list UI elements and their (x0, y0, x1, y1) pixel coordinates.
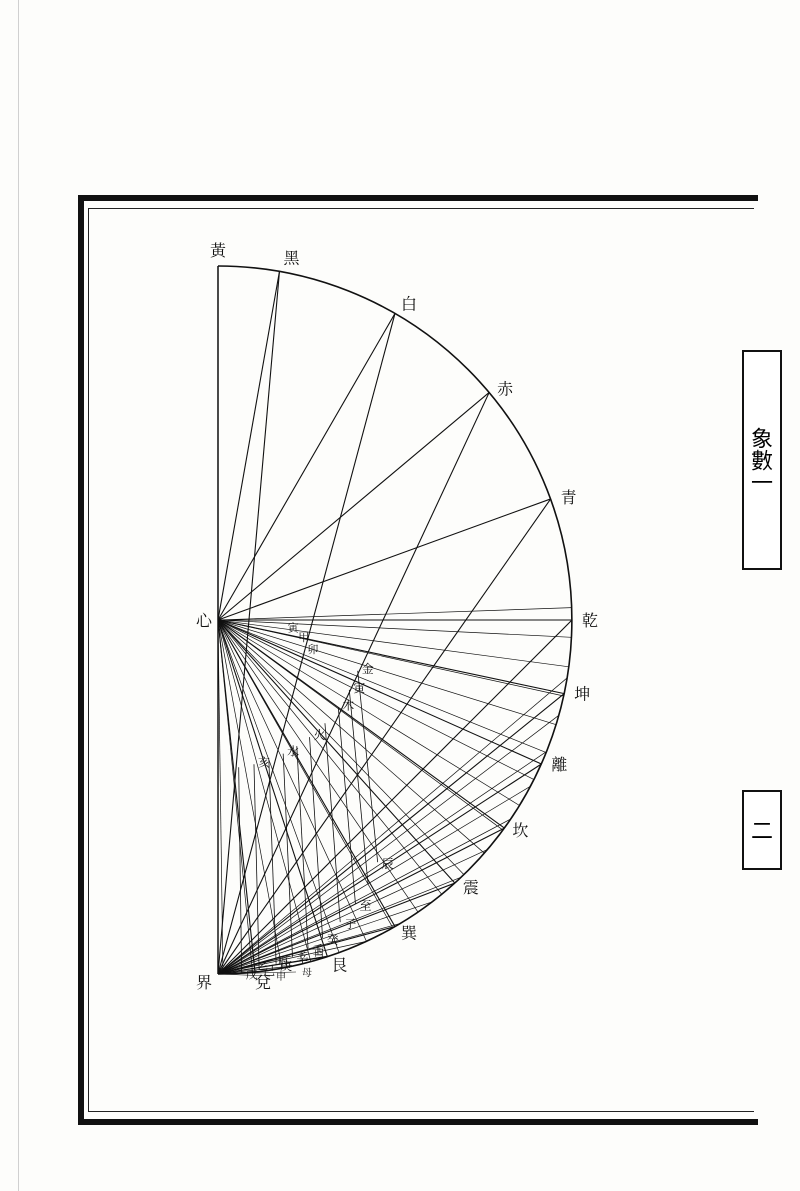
diagram-label: 母 (302, 964, 312, 979)
diagram-label: 火 (314, 726, 326, 743)
diagram-label: 離 (551, 752, 567, 775)
document-page: 象數一二 黃黑白赤青乾坤離坎震巽艮兌心界寅甲卯金辰寅木至子火癸壬水辛庚亥己戊乙丙… (0, 0, 800, 1191)
diagram-label: 寅 (353, 679, 366, 696)
diagram-label: 金 (362, 660, 374, 677)
geometric-diagram: 黃黑白赤青乾坤離坎震巽艮兌心界寅甲卯金辰寅木至子火癸壬水辛庚亥己戊乙丙丁酉申母 (88, 208, 754, 1112)
diagram-label: 巽 (401, 921, 418, 944)
diagram-label: 黃 (210, 238, 227, 261)
diagram-label: 酉 (314, 944, 324, 959)
diagram-label: 水 (287, 743, 299, 760)
left-margin-rule (18, 0, 19, 1191)
diagram-label: 木 (342, 696, 354, 713)
diagram-label: 青 (561, 485, 577, 508)
diagram-label: 至 (359, 897, 371, 914)
diagram-label: 丙 (278, 952, 288, 967)
diagram-label: 艮 (331, 953, 347, 976)
diagram-label: 黑 (283, 245, 300, 268)
diagram-label: 界 (196, 970, 212, 993)
diagram-label: 癸 (327, 931, 339, 948)
diagram-label: 震 (463, 875, 479, 898)
diagram-label: 申 (276, 968, 286, 983)
diagram-label: 坤 (574, 682, 590, 705)
diagram-label: 辰 (382, 855, 394, 872)
diagram-label: 赤 (497, 376, 514, 399)
diagram-label: 坎 (512, 818, 528, 841)
diagram-label: 亥 (258, 753, 270, 770)
diagram-label: 卯 (307, 641, 318, 657)
diagram-label: 子 (344, 915, 356, 932)
diagram-label: 乙 (258, 958, 268, 973)
diagram-label: 戊 (246, 965, 258, 982)
diagram-label: 乾 (582, 608, 598, 631)
diagram-label: 丁 (296, 948, 306, 963)
diagram-label: 心 (196, 608, 213, 631)
diagram-label: 白 (401, 291, 417, 314)
